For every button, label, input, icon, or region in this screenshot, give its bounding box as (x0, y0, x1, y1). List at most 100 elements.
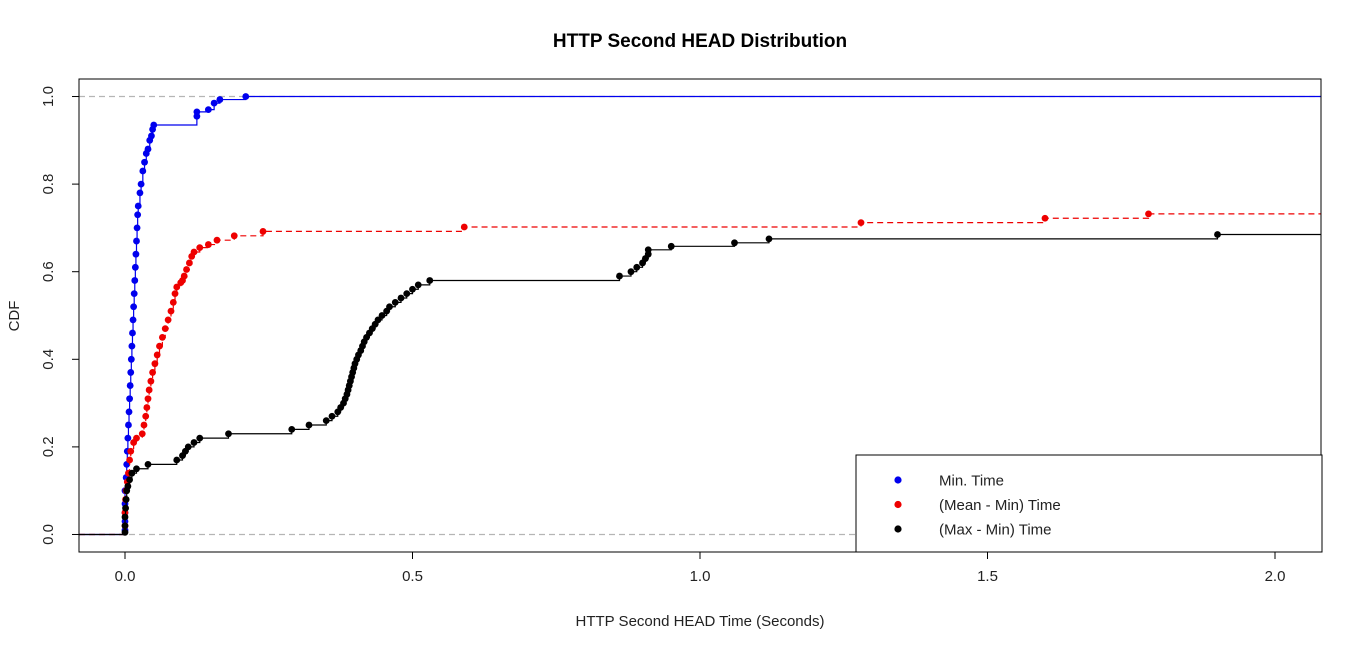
data-point (132, 250, 140, 258)
data-point (193, 108, 201, 116)
data-point (414, 281, 422, 289)
data-point (122, 504, 129, 512)
data-point (397, 294, 405, 302)
data-point (173, 456, 181, 464)
legend-label: (Mean - Min) Time (939, 497, 1061, 514)
y-axis-label: CDF (6, 301, 23, 332)
data-point (127, 355, 135, 363)
x-tick-label: 0.5 (402, 568, 423, 585)
data-point (386, 303, 393, 311)
data-point (186, 259, 193, 267)
data-point (180, 272, 188, 280)
data-point (857, 219, 865, 227)
data-point (242, 93, 250, 100)
data-point (158, 333, 166, 341)
data-point (391, 298, 399, 306)
data-point (633, 263, 641, 271)
data-point (288, 425, 296, 433)
x-axis: 0.0 0.5 1.0 1.5 2.0 (115, 551, 1286, 585)
x-axis-label: HTTP Second HEAD Time (Seconds) (576, 613, 825, 630)
data-point (143, 404, 151, 411)
data-point (136, 189, 144, 197)
data-point (125, 408, 133, 416)
legend-marker (894, 525, 902, 533)
data-point (122, 496, 130, 503)
y-tick-label: 0.2 (40, 436, 57, 457)
data-point (141, 158, 148, 166)
legend-marker (894, 476, 902, 484)
data-point (765, 235, 773, 243)
data-point (121, 522, 129, 530)
data-point (134, 202, 142, 210)
data-point (169, 298, 177, 306)
data-point (125, 421, 132, 429)
y-tick-label: 0.4 (40, 349, 57, 370)
data-point (460, 223, 468, 231)
data-point (144, 461, 152, 468)
data-point (328, 412, 336, 420)
data-point (126, 382, 134, 389)
data-point (183, 266, 190, 273)
legend: Min. Time (Mean - Min) Time (Max - Min) Ti… (855, 454, 1323, 553)
data-point (213, 236, 221, 244)
data-point (145, 386, 153, 394)
data-point (138, 430, 146, 438)
data-point (196, 434, 204, 442)
y-tick-label: 0.6 (40, 261, 57, 282)
data-point (151, 360, 159, 368)
series-3 (79, 231, 1321, 536)
data-point (133, 434, 140, 442)
x-tick-label: 0.0 (115, 568, 136, 585)
data-point (196, 244, 204, 252)
data-point (164, 316, 172, 324)
data-point (134, 211, 142, 219)
y-tick-label: 0.8 (40, 174, 57, 195)
y-axis: 0.0 0.2 0.4 0.6 0.8 1.0 (40, 86, 80, 545)
data-point (137, 180, 145, 188)
data-point (149, 369, 157, 376)
data-point (627, 268, 635, 276)
data-point (126, 456, 133, 464)
data-point (204, 106, 212, 114)
data-point (131, 263, 139, 271)
legend-box (855, 454, 1323, 553)
y-tick-label: 0.0 (40, 524, 57, 545)
data-point (644, 246, 652, 254)
data-point (210, 99, 218, 107)
data-point (204, 241, 212, 248)
data-point (127, 447, 135, 455)
data-point (409, 285, 416, 293)
data-point (133, 224, 141, 232)
data-point (230, 232, 238, 240)
data-point (426, 277, 434, 284)
data-point (374, 316, 382, 324)
data-point (731, 239, 738, 247)
data-point (167, 307, 175, 315)
data-point (121, 528, 129, 536)
data-point (305, 421, 313, 429)
x-tick-label: 2.0 (1265, 568, 1286, 585)
series-layer (79, 93, 1321, 536)
data-point (127, 369, 135, 376)
data-point (129, 316, 137, 324)
data-point (190, 248, 198, 256)
data-point (121, 513, 129, 521)
data-point (225, 430, 232, 438)
data-point (173, 283, 181, 291)
data-point (150, 121, 158, 129)
data-point (184, 443, 192, 451)
data-point (171, 290, 179, 298)
data-point (1145, 210, 1152, 218)
data-point (129, 329, 136, 337)
legend-marker (894, 500, 902, 509)
data-point (144, 145, 152, 153)
data-point (616, 272, 623, 280)
data-point (667, 242, 675, 250)
data-point (403, 290, 411, 298)
data-point (216, 96, 224, 103)
data-point (156, 342, 163, 350)
data-point (1214, 231, 1221, 238)
data-point (148, 132, 155, 140)
data-point (378, 312, 386, 319)
